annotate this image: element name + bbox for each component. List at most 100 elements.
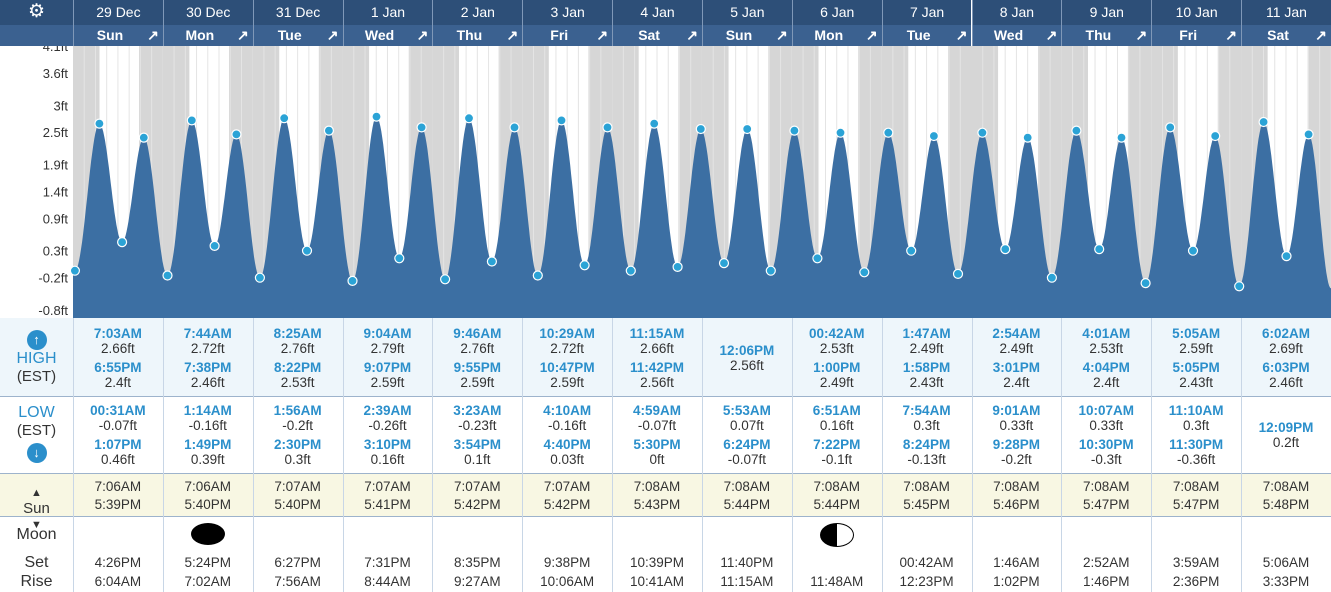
weekday-cell[interactable]: Sun ↗ (73, 25, 163, 46)
moonset-time: 00:42AM (899, 555, 954, 570)
low-cell: 4:59AM -0.07ft (612, 403, 702, 433)
high-height: 2.4ft (1003, 375, 1030, 390)
high-height: 2.56ft (729, 358, 764, 373)
expand-arrow-icon[interactable]: ↗ (236, 27, 249, 43)
y-tick-label: 1.9ft (43, 158, 69, 173)
expand-arrow-icon[interactable]: ↗ (1225, 27, 1238, 43)
sunrise-time: 7:08AM (723, 479, 771, 494)
high-cell: 9:46AM 2.76ft (432, 326, 522, 356)
high-height: 2.59ft (550, 375, 585, 390)
weekday-cell[interactable]: Mon ↗ (791, 25, 882, 46)
y-tick-label: 2.5ft (43, 125, 69, 140)
high-height: 2.56ft (640, 375, 674, 390)
high-time: 4:04PM (1082, 360, 1130, 375)
moon-set-cell: 11:40PM (702, 554, 792, 572)
low-height: 0.33ft (1089, 418, 1124, 433)
date-cell: 30 Dec (162, 0, 253, 25)
weekday-cell[interactable]: Thu ↗ (432, 25, 523, 46)
weekday-cell[interactable]: Wed ↗ (971, 25, 1062, 46)
sun-cell: 7:07AM 5:40PM (253, 478, 343, 514)
weekday-label: Mon (814, 27, 844, 43)
weekday-cell[interactable]: Wed ↗ (342, 25, 433, 46)
expand-arrow-icon[interactable]: ↗ (326, 27, 339, 43)
date-cell: 11 Jan (1241, 0, 1331, 25)
weekday-cell[interactable]: Tue ↗ (881, 25, 972, 46)
date-cell: 4 Jan (612, 0, 702, 25)
moon-set-cell: 00:42AM (882, 554, 972, 572)
expand-arrow-icon[interactable]: ↗ (776, 27, 788, 43)
high-cell: 00:42AM 2.53ft (792, 326, 882, 356)
column-divider (522, 318, 524, 592)
tide-extreme-point (1234, 281, 1245, 292)
expand-arrow-icon[interactable]: ↗ (596, 27, 609, 43)
low-cell: 9:28PM -0.2ft (972, 437, 1062, 467)
sunrise-time: 7:07AM (543, 479, 591, 494)
gear-icon[interactable]: ⚙ (0, 0, 73, 25)
tide-extreme-point (742, 123, 753, 135)
sunset-time: 5:46PM (993, 497, 1040, 512)
moonrise-time: 9:27AM (454, 574, 501, 589)
weekday-cell[interactable]: Fri ↗ (522, 25, 613, 46)
moon-rise-cell: 3:33PM (1241, 573, 1331, 591)
moonrise-time: 10:06AM (540, 574, 595, 589)
sunset-time: 5:42PM (454, 497, 501, 512)
date-cell: 9 Jan (1061, 0, 1152, 25)
moon-set-cell: 6:27PM (253, 554, 343, 572)
weekday-cell[interactable]: Mon ↗ (162, 25, 253, 46)
first-quarter-moon-icon (819, 523, 854, 547)
expand-arrow-icon[interactable]: ↗ (416, 27, 429, 43)
high-height: 2.53ft (819, 341, 854, 356)
weekday-cell[interactable]: Thu ↗ (1061, 25, 1152, 46)
low-height: -0.23ft (458, 418, 497, 433)
high-time: 6:02AM (1261, 326, 1310, 341)
sun-label-group: ▲ Sun ▼ (0, 484, 73, 533)
header-spacer (0, 25, 73, 46)
low-time: 7:22PM (813, 437, 861, 452)
high-label: HIGH (16, 350, 57, 367)
date-cell: 5 Jan (701, 0, 792, 25)
high-height: 2.72ft (190, 341, 225, 356)
high-cell: 1:58PM 2.43ft (882, 360, 972, 390)
weekday-cell[interactable]: Sat ↗ (1241, 25, 1331, 46)
sun-cell: 7:08AM 5:45PM (882, 478, 972, 514)
expand-arrow-icon[interactable]: ↗ (147, 27, 159, 43)
expand-arrow-icon[interactable]: ↗ (506, 27, 519, 43)
expand-arrow-icon[interactable]: ↗ (1315, 27, 1327, 43)
tide-extreme-point (69, 265, 81, 276)
tide-extreme-point (94, 118, 105, 129)
sun-cell: 7:07AM 5:42PM (522, 478, 612, 514)
weekday-cell[interactable]: Sun ↗ (701, 25, 792, 46)
expand-arrow-icon[interactable]: ↗ (1045, 27, 1058, 43)
expand-arrow-icon[interactable]: ↗ (865, 27, 878, 43)
sunrise-time: 7:07AM (274, 479, 321, 494)
high-cell: 1:00PM 2.49ft (792, 360, 882, 390)
weekday-cell[interactable]: Sat ↗ (612, 25, 702, 46)
low-cell: 2:39AM -0.26ft (343, 403, 433, 433)
sun-cell: 7:07AM 5:41PM (343, 478, 433, 514)
high-height: 2.43ft (909, 375, 944, 390)
low-time: 9:28PM (992, 437, 1041, 452)
moon-set-cell: 5:06AM (1241, 554, 1331, 572)
low-cell: 5:53AM 0.07ft (702, 403, 792, 433)
high-time: 11:15AM (629, 326, 685, 341)
high-cell: 9:04AM 2.79ft (343, 326, 433, 356)
high-time: 10:47PM (539, 360, 595, 375)
tide-extreme-point (1022, 132, 1033, 143)
expand-arrow-icon[interactable]: ↗ (955, 27, 968, 43)
sunrise-time: 7:06AM (94, 479, 142, 494)
low-time: 1:14AM (183, 403, 232, 418)
expand-arrow-icon[interactable]: ↗ (1135, 27, 1148, 43)
column-divider (73, 318, 74, 592)
low-label: LOW (18, 404, 55, 421)
expand-arrow-icon[interactable]: ↗ (686, 27, 698, 43)
low-cell: 4:40PM 0.03ft (522, 437, 612, 467)
moonset-time: 4:26PM (94, 555, 142, 570)
sun-cell: 7:08AM 5:44PM (792, 478, 882, 514)
tide-extreme-point (1046, 272, 1058, 283)
weekday-cell[interactable]: Fri ↗ (1151, 25, 1242, 46)
weekday-cell[interactable]: Tue ↗ (252, 25, 343, 46)
moonrise-time: 12:23PM (899, 574, 954, 589)
low-height: -0.26ft (368, 418, 407, 433)
column-divider (612, 318, 614, 592)
weekday-label: Mon (185, 27, 215, 43)
